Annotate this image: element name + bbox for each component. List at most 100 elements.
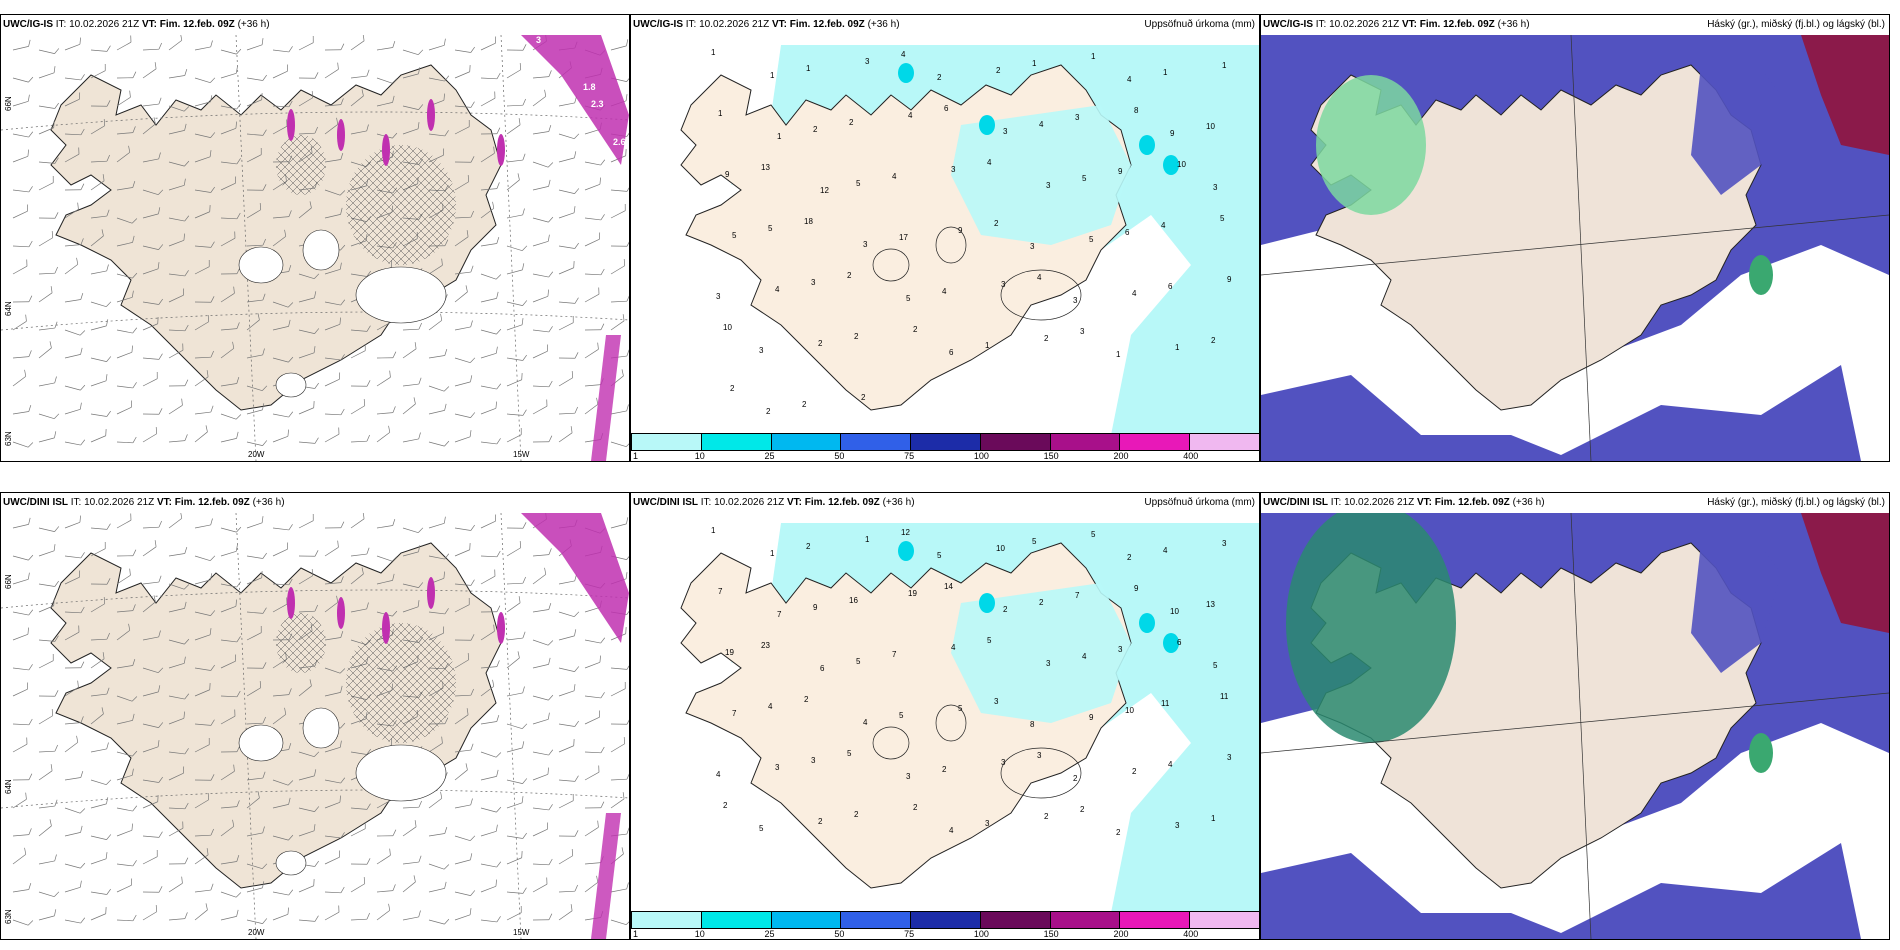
wind-barb — [298, 604, 318, 613]
latitude-line — [1, 789, 629, 809]
precip-band — [497, 134, 505, 166]
wind-barb — [506, 173, 520, 191]
wind-barb — [168, 601, 187, 613]
wind-barb — [376, 406, 396, 415]
wind-barb — [454, 210, 474, 219]
wind-barb — [220, 66, 238, 79]
wind-barb — [480, 751, 502, 758]
precip-legend: 1 10 25 50 75 100 150 200 400 — [631, 433, 1259, 461]
wind-barb — [402, 600, 420, 613]
wind-barb — [194, 150, 212, 163]
precip-value: 9 — [1170, 129, 1175, 138]
cloud-map[interactable] — [1261, 35, 1889, 461]
legend-swatch — [770, 433, 842, 451]
precip-value: 19 — [725, 648, 734, 657]
wind-barb — [142, 62, 157, 79]
precip-value: 2 — [804, 695, 809, 704]
cloud-patch — [1691, 533, 1781, 673]
wind-barb — [376, 425, 391, 443]
wind-barb — [532, 271, 554, 278]
cloud-map[interactable] — [1261, 513, 1889, 939]
wind-barb — [38, 744, 58, 753]
precip-map[interactable]: 1113422114111122463438910913125434359103… — [631, 35, 1259, 461]
glacier — [238, 246, 284, 284]
wind-barb — [376, 573, 395, 585]
precip-value: 6 — [949, 348, 954, 357]
wind-barb — [246, 662, 267, 669]
wind-barb — [454, 230, 469, 247]
wind-barb — [454, 156, 475, 163]
legend-tick-label: 1 — [633, 929, 639, 939]
wind-barb — [90, 229, 104, 247]
wind-barb — [194, 683, 211, 697]
wind-barb — [38, 819, 52, 837]
wind-barb — [558, 666, 580, 672]
wind-barb — [246, 440, 268, 446]
wind-barb — [64, 625, 80, 641]
wind-barb — [64, 74, 85, 81]
precip-value: 8 — [1030, 720, 1035, 729]
precip-value: 2 — [1211, 336, 1216, 345]
wind-barb — [480, 146, 495, 163]
wind-barb — [142, 630, 161, 641]
wind-barb — [90, 687, 110, 697]
legend-swatch — [910, 433, 981, 451]
wind-barb — [142, 776, 163, 783]
wind-barb — [298, 806, 320, 812]
wind-barb — [350, 344, 366, 359]
glacier-outline — [872, 248, 910, 282]
wind-barb — [220, 103, 242, 110]
wind-map[interactable]: 66N 64N 63N 20W 15W — [1, 513, 629, 939]
wind-barb — [350, 822, 366, 837]
wind-barb — [38, 526, 60, 532]
legend-swatch — [1049, 433, 1121, 451]
wind-barb — [584, 875, 599, 893]
precip-value: 4 — [1161, 221, 1166, 230]
wind-barb — [402, 67, 421, 79]
wind-barb — [506, 631, 526, 641]
wind-barb — [246, 148, 262, 163]
wind-barb — [610, 792, 625, 809]
precip-value: 2 — [849, 118, 854, 127]
precip-value: 18 — [804, 217, 813, 226]
wind-barb — [454, 890, 476, 896]
wind-barb — [558, 133, 580, 140]
wind-barb — [506, 318, 524, 331]
wind-barb — [194, 296, 215, 303]
wind-barb — [116, 623, 131, 641]
wind-barb — [64, 257, 79, 275]
wind-barb — [64, 183, 85, 191]
wind-barb — [506, 63, 522, 79]
wind-barb — [64, 680, 79, 697]
wind-barb — [324, 317, 341, 331]
precip-value: 9 — [958, 226, 963, 235]
wind-barb — [428, 791, 443, 809]
wind-barb — [428, 826, 448, 837]
wind-barb — [558, 261, 575, 275]
legend-tick-label: 1 — [633, 451, 639, 461]
wind-barb — [168, 343, 184, 359]
wind-barb — [454, 46, 475, 53]
precip-value: 5 — [1082, 174, 1087, 183]
wind-barb — [324, 777, 346, 784]
wind-barb — [194, 738, 210, 753]
wind-barb — [454, 743, 474, 753]
wind-barb — [116, 713, 135, 725]
product-title: Uppsöfnuð úrkoma (mm) — [1144, 19, 1255, 30]
wind-barb — [324, 740, 342, 753]
wind-map[interactable]: 66N 64N 63N 20W 15W 1.8 2.3 2.6 3 — [1, 35, 629, 461]
precip-value: 1 — [718, 109, 723, 118]
wind-barb — [168, 857, 189, 865]
wind-barb — [506, 741, 525, 753]
wind-barb — [38, 690, 59, 697]
wind-barb — [246, 293, 266, 303]
wind-barb — [428, 130, 449, 137]
wind-barb — [506, 887, 527, 894]
wind-barb — [350, 270, 371, 277]
wind-barb — [454, 653, 470, 669]
wind-barb — [350, 602, 369, 613]
precip-map[interactable]: 1121125105524377916191422791013192365745… — [631, 513, 1259, 939]
wind-barb — [116, 145, 131, 163]
legend-swatch — [770, 911, 842, 929]
panel-header: UWC/DINI ISL IT: 10.02.2026 21Z VT: Fim.… — [631, 493, 1259, 513]
